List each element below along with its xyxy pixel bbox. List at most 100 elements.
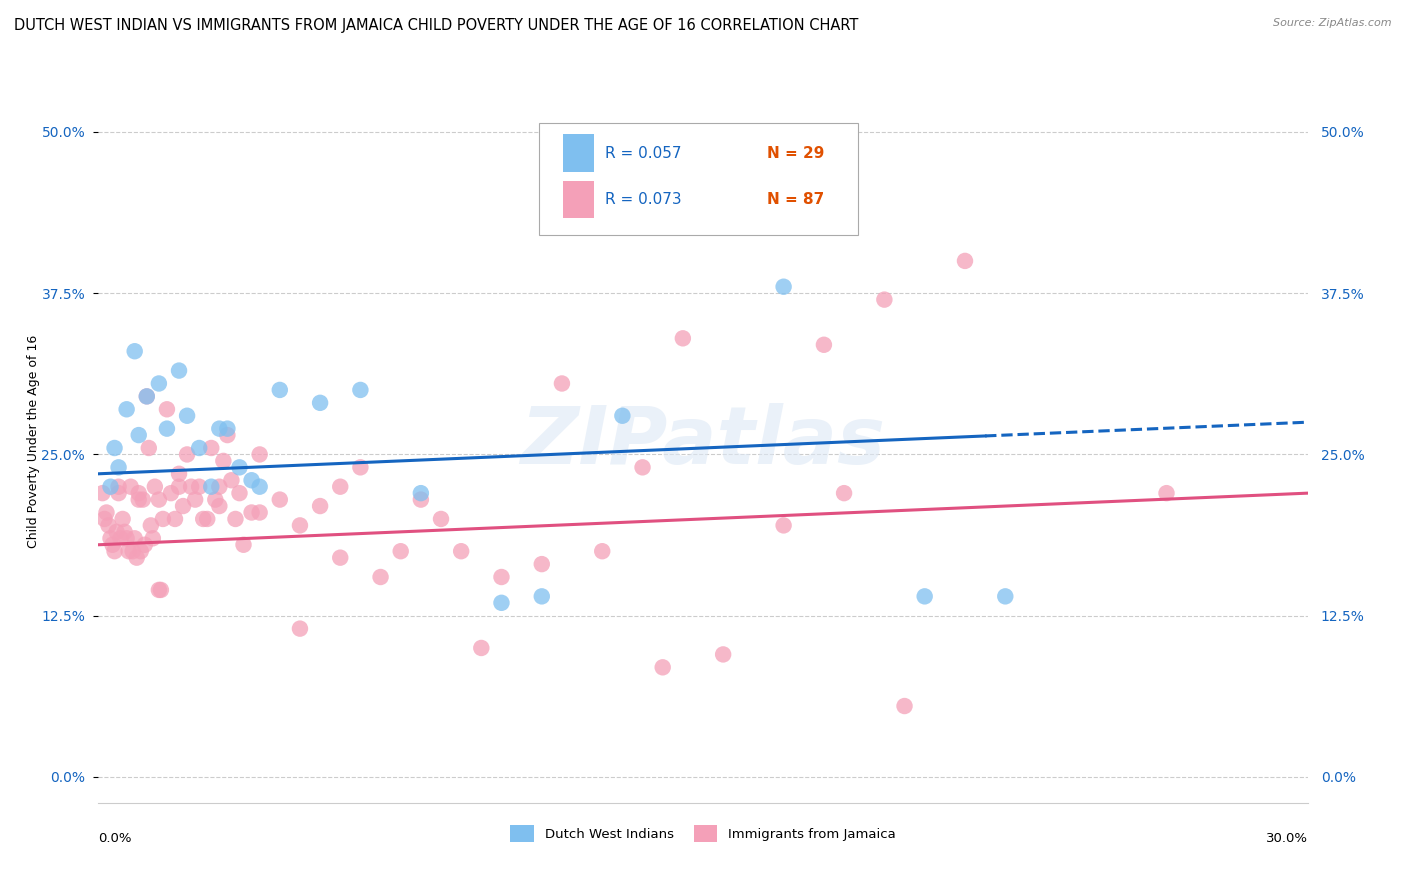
Point bbox=[349, 383, 371, 397]
Point bbox=[100, 480, 122, 494]
Point bbox=[115, 402, 138, 417]
Point bbox=[128, 428, 150, 442]
Point bbox=[240, 473, 263, 487]
Point bbox=[107, 480, 129, 494]
Point bbox=[125, 550, 148, 565]
Point bbox=[370, 570, 392, 584]
Point bbox=[309, 396, 332, 410]
Point bbox=[450, 544, 472, 558]
Point bbox=[249, 480, 271, 494]
Point bbox=[103, 544, 125, 558]
Point bbox=[188, 480, 211, 494]
Point bbox=[149, 582, 172, 597]
Point bbox=[217, 422, 239, 436]
Point bbox=[1156, 486, 1178, 500]
Point bbox=[591, 544, 613, 558]
Point bbox=[409, 486, 432, 500]
Point bbox=[288, 518, 311, 533]
Point bbox=[156, 402, 179, 417]
Point bbox=[115, 531, 138, 545]
Point bbox=[200, 441, 222, 455]
Point bbox=[228, 486, 250, 500]
Point bbox=[142, 531, 165, 545]
Text: N = 87: N = 87 bbox=[768, 192, 824, 207]
Point bbox=[530, 557, 553, 571]
Point bbox=[128, 486, 150, 500]
Point bbox=[551, 376, 574, 391]
Point bbox=[221, 473, 243, 487]
Text: Source: ZipAtlas.com: Source: ZipAtlas.com bbox=[1274, 18, 1392, 28]
Text: N = 29: N = 29 bbox=[768, 145, 824, 161]
Point bbox=[96, 506, 118, 520]
Point bbox=[329, 550, 352, 565]
Point bbox=[121, 544, 143, 558]
Point bbox=[195, 512, 218, 526]
Point bbox=[212, 454, 235, 468]
Point bbox=[120, 480, 142, 494]
Point bbox=[105, 524, 128, 539]
Point bbox=[101, 538, 124, 552]
Point bbox=[612, 409, 634, 423]
Point bbox=[139, 518, 162, 533]
Point bbox=[124, 344, 146, 359]
Point bbox=[172, 499, 194, 513]
Point bbox=[124, 531, 146, 545]
Point bbox=[111, 512, 134, 526]
Point bbox=[110, 531, 132, 545]
Y-axis label: Child Poverty Under the Age of 16: Child Poverty Under the Age of 16 bbox=[27, 334, 41, 549]
Text: 0.0%: 0.0% bbox=[98, 831, 132, 845]
Point bbox=[914, 590, 936, 604]
Point bbox=[200, 480, 222, 494]
Point bbox=[148, 492, 170, 507]
Point bbox=[100, 531, 122, 545]
Point bbox=[491, 596, 513, 610]
Point bbox=[107, 460, 129, 475]
Point bbox=[269, 383, 291, 397]
Point bbox=[672, 177, 695, 191]
Point bbox=[135, 389, 157, 403]
Point bbox=[118, 544, 141, 558]
Point bbox=[114, 524, 136, 539]
Point bbox=[152, 512, 174, 526]
Text: R = 0.073: R = 0.073 bbox=[606, 192, 682, 207]
Point bbox=[93, 512, 115, 526]
Point bbox=[138, 441, 160, 455]
Point bbox=[772, 279, 794, 293]
Point bbox=[128, 492, 150, 507]
Point bbox=[156, 422, 179, 436]
Point bbox=[240, 506, 263, 520]
Point bbox=[249, 506, 271, 520]
Point bbox=[994, 590, 1017, 604]
Point bbox=[132, 492, 155, 507]
Point bbox=[491, 570, 513, 584]
Point bbox=[309, 499, 332, 513]
Point bbox=[631, 460, 654, 475]
Point bbox=[129, 544, 152, 558]
Text: DUTCH WEST INDIAN VS IMMIGRANTS FROM JAMAICA CHILD POVERTY UNDER THE AGE OF 16 C: DUTCH WEST INDIAN VS IMMIGRANTS FROM JAM… bbox=[14, 18, 859, 33]
Point bbox=[167, 467, 190, 481]
Point bbox=[167, 363, 190, 377]
Point bbox=[143, 480, 166, 494]
Point bbox=[409, 492, 432, 507]
Text: 30.0%: 30.0% bbox=[1265, 831, 1308, 845]
Text: R = 0.057: R = 0.057 bbox=[606, 145, 682, 161]
Point bbox=[530, 590, 553, 604]
Point bbox=[184, 492, 207, 507]
Point bbox=[97, 518, 120, 533]
Point bbox=[148, 376, 170, 391]
Point bbox=[249, 447, 271, 461]
Point bbox=[711, 648, 734, 662]
Point bbox=[832, 486, 855, 500]
Point bbox=[208, 499, 231, 513]
Point bbox=[193, 512, 215, 526]
Point bbox=[188, 441, 211, 455]
Point bbox=[107, 486, 129, 500]
Point bbox=[953, 254, 976, 268]
Point bbox=[772, 518, 794, 533]
Point bbox=[651, 660, 673, 674]
Point bbox=[232, 538, 254, 552]
Point bbox=[813, 338, 835, 352]
Point bbox=[167, 480, 190, 494]
Point bbox=[470, 640, 492, 655]
Point bbox=[208, 422, 231, 436]
